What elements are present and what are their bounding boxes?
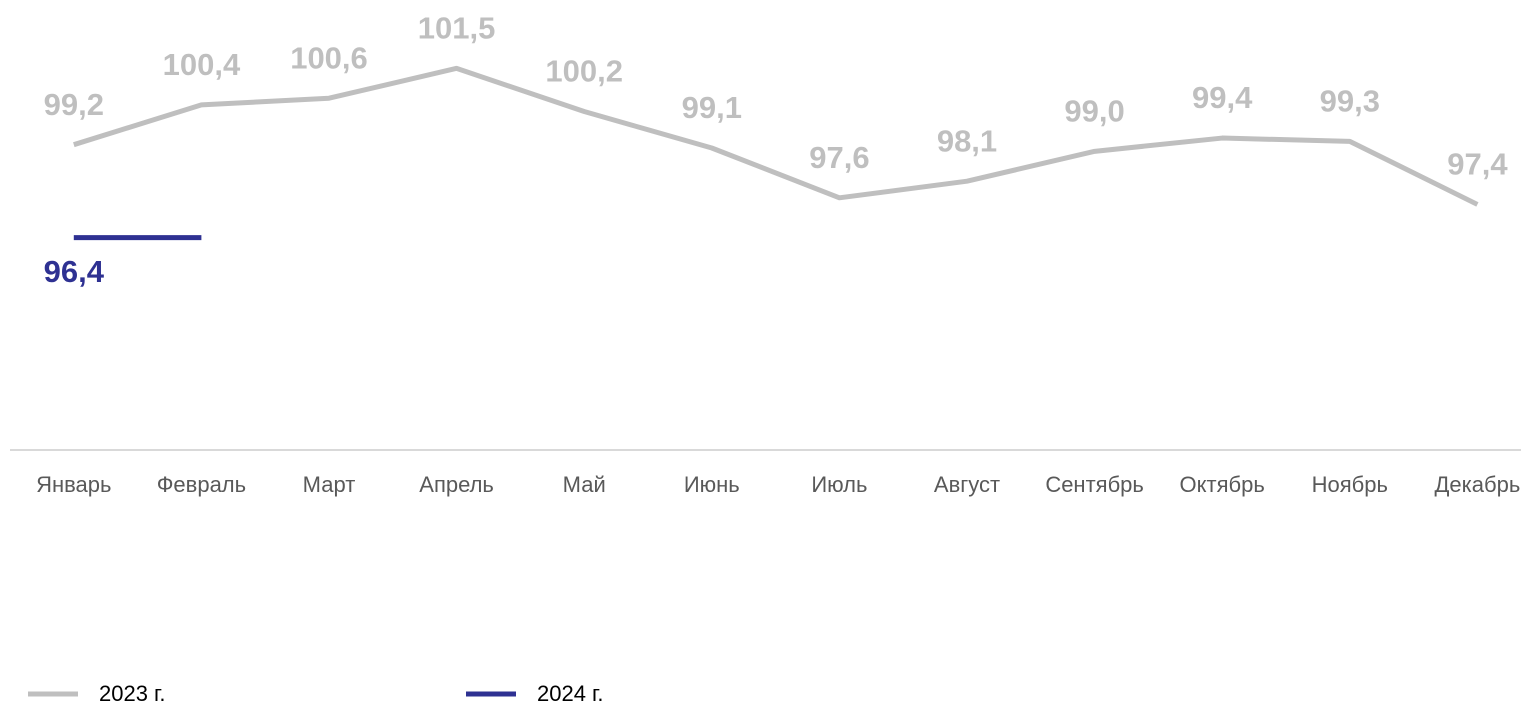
x-tick-label: Июль xyxy=(811,472,867,497)
data-label: 100,4 xyxy=(163,47,241,82)
data-label: 99,4 xyxy=(1192,80,1253,115)
legend-label: 2024 г. xyxy=(537,681,604,706)
data-label: 99,2 xyxy=(44,87,104,122)
x-tick-label: Февраль xyxy=(157,472,246,497)
x-tick-label: Май xyxy=(563,472,606,497)
data-label: 99,3 xyxy=(1320,84,1380,119)
data-label: 98,1 xyxy=(937,123,997,158)
data-label: 97,6 xyxy=(809,140,869,175)
legend-label: 2023 г. xyxy=(99,681,166,706)
x-tick-label: Сентябрь xyxy=(1045,472,1144,497)
x-tick-label: Ноябрь xyxy=(1312,472,1388,497)
data-label: 97,4 xyxy=(1447,147,1508,182)
x-tick-label: Август xyxy=(934,472,1000,497)
x-tick-label: Март xyxy=(303,472,356,497)
data-label: 101,5 xyxy=(418,11,496,46)
x-tick-label: Январь xyxy=(36,472,111,497)
data-label: 99,1 xyxy=(682,90,742,125)
series-line xyxy=(73,65,1479,207)
x-tick-label: Апрель xyxy=(419,472,494,497)
data-label: 100,2 xyxy=(545,54,623,89)
data-label: 96,4 xyxy=(44,254,105,289)
x-tick-label: Октябрь xyxy=(1180,472,1265,497)
data-label: 100,6 xyxy=(290,40,368,75)
data-label: 99,0 xyxy=(1064,94,1124,129)
x-tick-label: Июнь xyxy=(684,472,740,497)
x-tick-label: Декабрь xyxy=(1435,472,1521,497)
